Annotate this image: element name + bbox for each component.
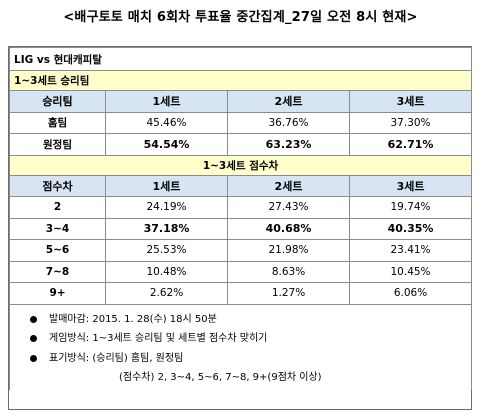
section2-title: 1~3세트 점수차	[8, 154, 473, 176]
table-row: 홈팀 45.46% 36.76% 37.30%	[9, 111, 473, 134]
vote-rate-table: LIG vs 현대캐피탈 1~3세트 승리팀 승리팀 1세트 2세트 3세트 홈…	[8, 47, 473, 390]
cell: 24.19%	[105, 196, 228, 219]
table-row: 9+ 2.62% 1.27% 6.06%	[9, 282, 473, 305]
section1-header-set3: 3세트	[348, 90, 473, 113]
notes-row: 발매마감: 2015. 1. 28(수) 18시 50분 게임방식: 1~3세트…	[8, 303, 473, 390]
row-label-2: 2	[9, 196, 106, 219]
section2-header-label: 점수차	[9, 174, 106, 197]
cell: 25.53%	[105, 239, 228, 262]
section2-header-set2: 2세트	[227, 174, 350, 197]
cell-highlight: 37.18%	[105, 217, 228, 240]
cell-highlight: 54.54%	[105, 133, 228, 156]
bullet-icon	[30, 315, 37, 323]
cell-highlight: 40.35%	[348, 217, 473, 240]
notes-list: 발매마감: 2015. 1. 28(수) 18시 50분 게임방식: 1~3세트…	[10, 305, 471, 390]
cell: 6.06%	[348, 282, 473, 305]
cell: 27.43%	[227, 196, 350, 219]
section2-header-row: 점수차 1세트 2세트 3세트	[9, 174, 473, 197]
table-row: 원정팀 54.54% 63.23% 62.71%	[9, 133, 473, 156]
result-frame: LIG vs 현대캐피탈 1~3세트 승리팀 승리팀 1세트 2세트 3세트 홈…	[8, 46, 473, 410]
cell-highlight: 63.23%	[227, 133, 350, 156]
cell: 19.74%	[348, 196, 473, 219]
section2-header-set1: 1세트	[105, 174, 228, 197]
match-title: LIG vs 현대캐피탈	[8, 47, 473, 71]
cell: 37.30%	[348, 111, 473, 134]
note-text: 표기방식: (승리팀) 홈팀, 원정팀	[49, 352, 184, 364]
list-item: 게임방식: 1~3세트 승리팀 및 세트별 점수차 맞히기	[16, 329, 471, 349]
bullet-icon	[30, 354, 37, 362]
note-text: 게임방식: 1~3세트 승리팀 및 세트별 점수차 맞히기	[49, 333, 268, 344]
row-label-3-4: 3~4	[9, 217, 106, 240]
cell: 21.98%	[227, 239, 350, 262]
cell-highlight: 62.71%	[348, 133, 473, 156]
section1-header-row: 승리팀 1세트 2세트 3세트	[9, 90, 473, 113]
section1-title-row: 1~3세트 승리팀	[8, 70, 473, 91]
cell: 45.46%	[105, 111, 228, 134]
list-item: 발매마감: 2015. 1. 28(수) 18시 50분	[16, 310, 471, 330]
bullet-icon	[30, 335, 37, 343]
page-title: <배구토토 매치 6회차 투표율 중간집계_27일 오전 8시 현재>	[63, 10, 418, 25]
cell: 10.45%	[348, 260, 473, 283]
section1-header-set2: 2세트	[227, 90, 350, 113]
cell: 2.62%	[105, 282, 228, 305]
cell: 10.48%	[105, 260, 228, 283]
cell: 8.63%	[227, 260, 350, 283]
match-row: LIG vs 현대캐피탈	[8, 47, 473, 71]
notes-cell: 발매마감: 2015. 1. 28(수) 18시 50분 게임방식: 1~3세트…	[8, 303, 473, 390]
row-label-home: 홈팀	[9, 111, 106, 134]
cell: 23.41%	[348, 239, 473, 262]
section2-title-row: 1~3세트 점수차	[8, 154, 473, 176]
table-row: 2 24.19% 27.43% 19.74%	[9, 196, 473, 219]
cell: 36.76%	[227, 111, 350, 134]
section1-header-set1: 1세트	[105, 90, 228, 113]
row-label-5-6: 5~6	[9, 239, 106, 262]
row-label-9plus: 9+	[9, 282, 106, 305]
section2-header-set3: 3세트	[348, 174, 473, 197]
table-row: 5~6 25.53% 21.98% 23.41%	[9, 239, 473, 262]
note-continuation: (점수차) 2, 3~4, 5~6, 7~8, 9+(9점차 이상)	[119, 372, 322, 383]
section1-title: 1~3세트 승리팀	[8, 70, 473, 91]
table-row: 3~4 37.18% 40.68% 40.35%	[9, 217, 473, 240]
cell-highlight: 40.68%	[227, 217, 350, 240]
row-label-away: 원정팀	[9, 133, 106, 156]
section1-header-label: 승리팀	[9, 90, 106, 113]
note-text: 발매마감: 2015. 1. 28(수) 18시 50분	[49, 313, 217, 325]
row-label-7-8: 7~8	[9, 260, 106, 283]
table-row: 7~8 10.48% 8.63% 10.45%	[9, 260, 473, 283]
cell: 1.27%	[227, 282, 350, 305]
list-item: 표기방식: (승리팀) 홈팀, 원정팀	[16, 349, 471, 369]
